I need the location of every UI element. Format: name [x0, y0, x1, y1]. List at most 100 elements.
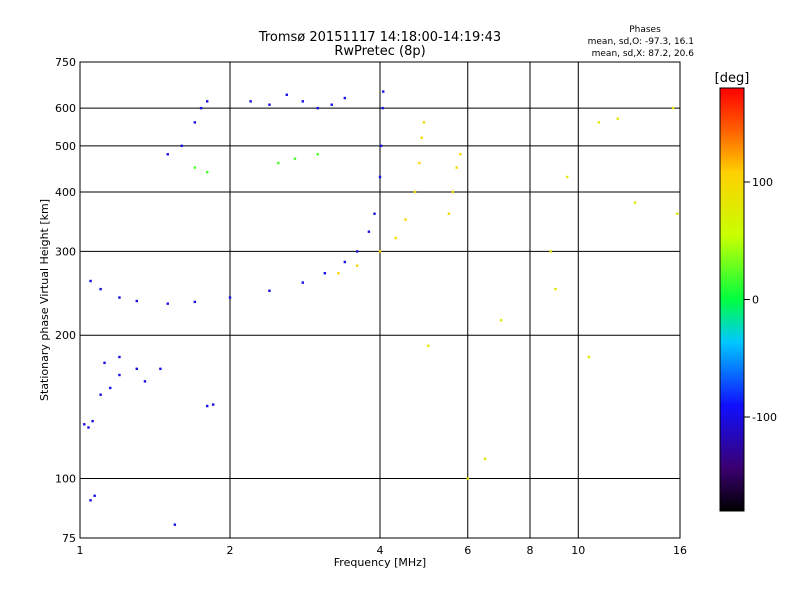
- data-point: [249, 100, 252, 103]
- data-point: [159, 367, 162, 371]
- data-point: [404, 218, 407, 221]
- data-point: [633, 201, 637, 204]
- data-point: [91, 419, 94, 423]
- data-point: [676, 212, 679, 215]
- data-point: [118, 373, 121, 377]
- data-point: [466, 477, 469, 480]
- x-tick-label: 6: [464, 544, 471, 557]
- data-point: [205, 100, 209, 103]
- y-tick-label: 500: [55, 140, 76, 153]
- chart-title-line1: Tromsø 20151117 14:18:00-14:19:43: [258, 30, 501, 45]
- data-point: [135, 367, 138, 371]
- colorbar-label: [deg]: [715, 71, 750, 86]
- x-tick-labels: 1 2 4 6 8 10 16: [77, 544, 688, 557]
- data-point: [323, 272, 327, 275]
- data-point: [378, 250, 382, 253]
- data-point: [616, 117, 619, 120]
- colorbar-tick-label: 0: [752, 294, 759, 307]
- data-point: [418, 161, 421, 165]
- data-point: [378, 175, 382, 179]
- x-tick-label: 2: [227, 544, 234, 557]
- stats-x-mode: mean, sd,X: 87.2, 20.6: [592, 49, 695, 59]
- y-tick-label: 200: [55, 329, 76, 342]
- data-point: [199, 106, 203, 110]
- scatter-points: [83, 90, 679, 526]
- data-point: [565, 175, 569, 179]
- data-point: [166, 302, 169, 305]
- data-point: [166, 153, 169, 156]
- data-point: [343, 260, 347, 264]
- data-point: [554, 287, 557, 291]
- x-tick-label: 16: [673, 544, 687, 557]
- data-point: [427, 344, 430, 348]
- data-point: [193, 300, 197, 304]
- data-point: [587, 355, 591, 359]
- colorbar-tick-label: -100: [752, 411, 777, 424]
- data-point: [337, 272, 340, 275]
- data-point: [211, 403, 215, 406]
- data-point: [118, 296, 121, 299]
- data-point: [343, 96, 347, 100]
- data-point: [193, 166, 197, 169]
- y-tick-label: 100: [55, 473, 76, 486]
- stats-title: Phases: [629, 25, 661, 35]
- data-point: [549, 250, 552, 253]
- x-tick-label: 8: [527, 544, 534, 557]
- data-point: [277, 161, 280, 165]
- data-point: [293, 157, 297, 160]
- data-point: [173, 523, 177, 526]
- data-point: [394, 236, 397, 240]
- data-point: [83, 423, 86, 426]
- data-point: [109, 386, 112, 390]
- data-point: [455, 166, 458, 169]
- colorbar: [719, 87, 745, 512]
- data-point: [367, 230, 371, 233]
- data-point: [483, 457, 487, 461]
- x-axis-label: Frequency [MHz]: [334, 556, 426, 569]
- y-tick-label: 75: [62, 532, 76, 545]
- data-point: [87, 426, 90, 429]
- data-point: [447, 212, 451, 215]
- data-point: [301, 100, 305, 103]
- data-point: [671, 106, 675, 110]
- data-point: [381, 106, 384, 110]
- y-tick-label: 600: [55, 102, 76, 115]
- data-point: [205, 404, 209, 408]
- data-point: [135, 299, 138, 303]
- data-point: [118, 355, 121, 359]
- data-point: [316, 153, 319, 156]
- data-point: [301, 281, 305, 284]
- x-tick-label: 4: [377, 544, 384, 557]
- data-point: [180, 144, 183, 148]
- data-point: [355, 264, 359, 267]
- y-axis-label: Stationary phase Virtual Height [km]: [38, 199, 51, 401]
- data-point: [89, 279, 92, 283]
- y-tick-labels: 75 100 200 300 400 500 600 750: [55, 56, 76, 545]
- data-point: [379, 144, 383, 148]
- data-point: [413, 190, 417, 194]
- data-point: [373, 212, 376, 215]
- x-tick-label: 10: [571, 544, 585, 557]
- data-point: [99, 393, 102, 396]
- data-point: [143, 380, 147, 383]
- y-tick-label: 300: [55, 245, 76, 258]
- data-point: [268, 103, 271, 106]
- data-point: [422, 121, 426, 124]
- data-point: [330, 103, 333, 106]
- data-point: [268, 289, 271, 292]
- x-tick-label: 1: [77, 544, 84, 557]
- y-tick-label: 750: [55, 56, 76, 69]
- data-point: [597, 121, 601, 124]
- data-point: [103, 361, 106, 365]
- data-point: [93, 494, 96, 497]
- data-point: [451, 190, 455, 194]
- data-point: [285, 93, 288, 96]
- data-point: [459, 153, 462, 156]
- data-point: [316, 106, 319, 110]
- chart-title-line2: RwPretec (8p): [334, 44, 425, 59]
- data-point: [420, 136, 423, 139]
- colorbar-tick-label: 100: [752, 176, 773, 189]
- data-point: [228, 296, 232, 299]
- data-point: [205, 171, 209, 174]
